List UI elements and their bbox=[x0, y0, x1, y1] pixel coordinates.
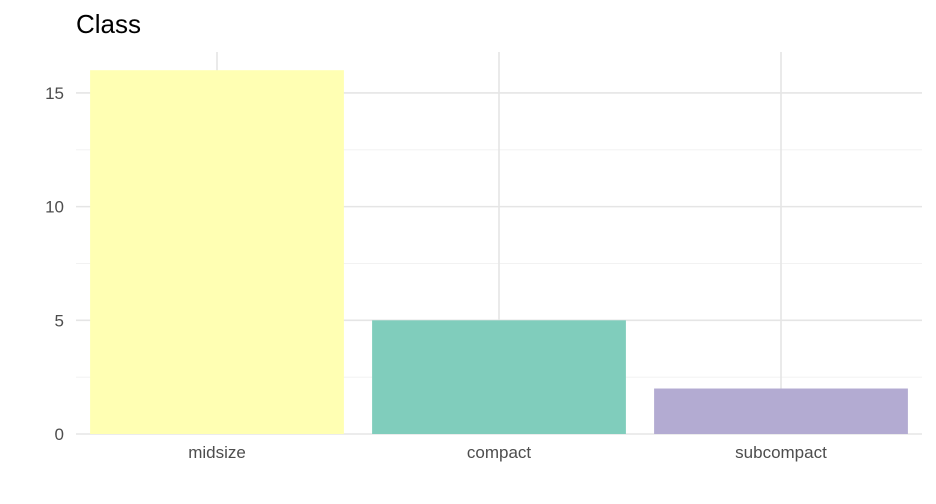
x-tick-label: subcompact bbox=[735, 443, 827, 462]
bars bbox=[90, 70, 908, 434]
bar-midsize bbox=[90, 70, 344, 434]
y-tick-label: 15 bbox=[45, 84, 64, 103]
bar-subcompact bbox=[654, 388, 908, 434]
y-tick-label: 5 bbox=[55, 311, 64, 330]
x-tick-label: midsize bbox=[188, 443, 246, 462]
y-tick-label: 10 bbox=[45, 198, 64, 217]
chart-title: Class bbox=[76, 9, 141, 39]
x-tick-label: compact bbox=[467, 443, 532, 462]
bar-compact bbox=[372, 320, 626, 434]
y-tick-label: 0 bbox=[55, 425, 64, 444]
x-axis-tick-labels: midsize compact subcompact bbox=[188, 443, 827, 462]
y-axis-tick-labels: 0 5 10 15 bbox=[45, 84, 64, 444]
